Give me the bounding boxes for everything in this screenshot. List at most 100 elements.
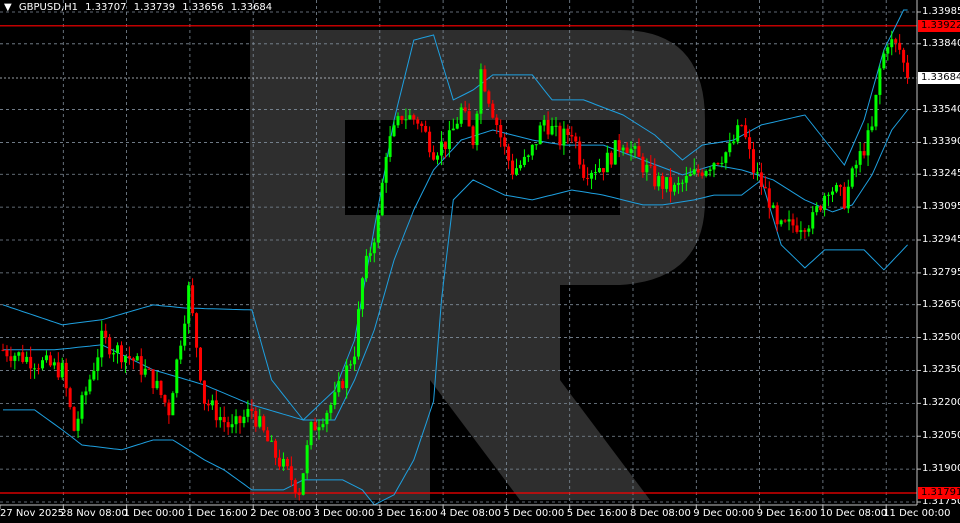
candle-body <box>503 137 507 147</box>
candle-body <box>258 416 262 427</box>
candle-body <box>337 381 341 393</box>
candle-body <box>878 68 882 95</box>
candle-body <box>594 172 597 174</box>
candle-body <box>238 416 242 424</box>
price-tick-label: 1.31900 <box>922 463 960 475</box>
candle-body <box>499 125 503 138</box>
candle-body <box>210 400 214 406</box>
candle-body <box>48 355 52 366</box>
candle-body <box>230 424 234 428</box>
candle-body <box>443 141 447 150</box>
level-tag-upper: 1.33922 <box>918 19 960 32</box>
candle-body <box>218 417 222 421</box>
candle-body <box>554 125 558 127</box>
candle-body <box>52 362 56 366</box>
candle-body <box>143 368 147 375</box>
candle-body <box>625 147 629 154</box>
triangle-down-icon[interactable]: ▼ <box>4 2 12 13</box>
candle-body <box>471 126 475 146</box>
candle-body <box>779 220 783 225</box>
price-tick-label: 1.33540 <box>922 103 960 115</box>
candle-body <box>692 169 696 175</box>
candle-body <box>416 119 420 124</box>
candle-body <box>159 380 163 396</box>
candle-body <box>29 356 33 369</box>
candle-body <box>96 357 100 371</box>
candle-body <box>763 186 767 189</box>
candle-body <box>392 125 396 137</box>
candle-body <box>558 125 562 146</box>
candle-body <box>712 163 716 170</box>
candle-body <box>720 162 724 164</box>
candle-body <box>270 440 274 442</box>
candle-body <box>479 69 483 114</box>
candle-body <box>574 136 578 142</box>
candle-body <box>13 355 17 361</box>
candle-body <box>127 356 131 359</box>
candle-body <box>724 152 728 163</box>
time-tick-label: 5 Dec 00:00 <box>503 508 565 519</box>
candle-body <box>191 285 195 314</box>
candle-body <box>483 69 487 92</box>
candle-body <box>582 164 586 178</box>
candle-body <box>305 445 309 474</box>
candle-body <box>586 177 590 179</box>
candle-body <box>463 107 467 112</box>
candle-body <box>491 103 495 118</box>
candle-body <box>617 140 621 151</box>
candle-body <box>345 365 349 389</box>
candle-body <box>771 205 775 208</box>
candle-body <box>439 141 443 156</box>
candle-body <box>518 164 522 169</box>
candle-body <box>684 176 688 183</box>
candle-body <box>33 368 37 370</box>
high-value: 1.33739 <box>133 2 176 13</box>
candle-body <box>163 395 167 403</box>
candle-body <box>487 91 491 104</box>
candle-body <box>609 152 613 165</box>
price-tick-label: 1.32050 <box>922 430 960 442</box>
candle-body <box>293 480 297 493</box>
candle-body <box>274 440 278 458</box>
candle-body <box>404 119 408 121</box>
candle-body <box>1 349 5 351</box>
candle-body <box>297 492 301 495</box>
candle-body <box>696 169 700 173</box>
candle-body <box>195 313 199 348</box>
band-upper <box>2 9 908 421</box>
watermark-logo <box>250 30 705 500</box>
candle-body <box>329 404 333 413</box>
candle-body <box>451 128 455 131</box>
candle-body <box>84 391 88 396</box>
candle-body <box>894 39 898 43</box>
price-tick-label: 1.32795 <box>922 266 960 278</box>
candle-body <box>637 146 641 157</box>
candle-body <box>179 345 183 360</box>
candle-body <box>428 131 432 153</box>
candle-body <box>9 356 13 361</box>
candle-body <box>104 330 108 338</box>
candle-body <box>803 230 807 232</box>
candle-body <box>289 466 293 481</box>
candle-body <box>633 146 637 149</box>
candle-body <box>834 185 838 192</box>
candle-body <box>139 356 143 375</box>
candle-body <box>649 164 653 166</box>
candle-body <box>542 119 546 126</box>
candle-body <box>380 182 384 216</box>
candle-body <box>80 395 84 419</box>
time-tick-label: 1 Dec 00:00 <box>123 508 185 519</box>
candle-body <box>831 191 834 195</box>
candle-body <box>250 408 254 412</box>
candle-body <box>234 416 238 425</box>
candle-body <box>325 412 329 425</box>
candle-body <box>246 408 250 417</box>
time-tick-label: 27 Nov 2025 <box>0 508 65 519</box>
price-tick-label: 1.33245 <box>922 168 960 180</box>
candle-body <box>222 417 226 423</box>
candle-body <box>341 381 345 389</box>
candle-body <box>396 116 400 126</box>
candle-body <box>242 416 246 424</box>
